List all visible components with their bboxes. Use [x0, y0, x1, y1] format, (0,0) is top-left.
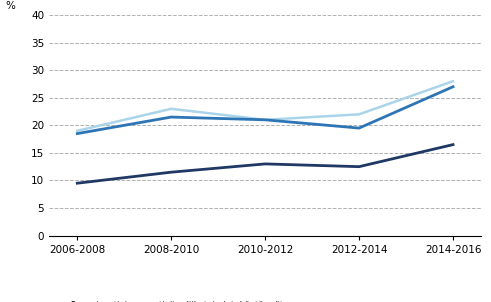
- Organisaatioinnovaatioita; ulkoisten suhteiden organisointi: [74, 182, 80, 185]
- Organisaatioinnovaatioita; liiketoimintakäytännöt: [168, 107, 174, 111]
- Organisaatioinnovaatioita; ulkoisten suhteiden organisointi: [356, 165, 362, 169]
- Organisaatioinnovaatioita; ulkoisten suhteiden organisointi: [262, 162, 268, 166]
- Legend: Organisaatioinnovaatioita; liiketoimintakäytännöt, Organisaatioinnovaatioita; va: Organisaatioinnovaatioita; liiketoiminta…: [40, 297, 363, 302]
- Organisaatioinnovaatioita; ulkoisten suhteiden organisointi: [450, 143, 456, 146]
- Line: Organisaatioinnovaatioita; ulkoisten suhteiden organisointi: Organisaatioinnovaatioita; ulkoisten suh…: [77, 145, 453, 183]
- Y-axis label: %: %: [5, 1, 15, 11]
- Organisaatioinnovaatioita; vastuiden ja päätöksenteon organisointi: [356, 126, 362, 130]
- Organisaatioinnovaatioita; vastuiden ja päätöksenteon organisointi: [168, 115, 174, 119]
- Organisaatioinnovaatioita; liiketoimintakäytännöt: [450, 79, 456, 83]
- Organisaatioinnovaatioita; liiketoimintakäytännöt: [262, 118, 268, 122]
- Organisaatioinnovaatioita; liiketoimintakäytännöt: [74, 129, 80, 133]
- Organisaatioinnovaatioita; liiketoimintakäytännöt: [356, 113, 362, 116]
- Organisaatioinnovaatioita; ulkoisten suhteiden organisointi: [168, 170, 174, 174]
- Line: Organisaatioinnovaatioita; liiketoimintakäytännöt: Organisaatioinnovaatioita; liiketoiminta…: [77, 81, 453, 131]
- Organisaatioinnovaatioita; vastuiden ja päätöksenteon organisointi: [450, 85, 456, 88]
- Organisaatioinnovaatioita; vastuiden ja päätöksenteon organisointi: [74, 132, 80, 135]
- Organisaatioinnovaatioita; vastuiden ja päätöksenteon organisointi: [262, 118, 268, 122]
- Line: Organisaatioinnovaatioita; vastuiden ja päätöksenteon organisointi: Organisaatioinnovaatioita; vastuiden ja …: [77, 87, 453, 133]
